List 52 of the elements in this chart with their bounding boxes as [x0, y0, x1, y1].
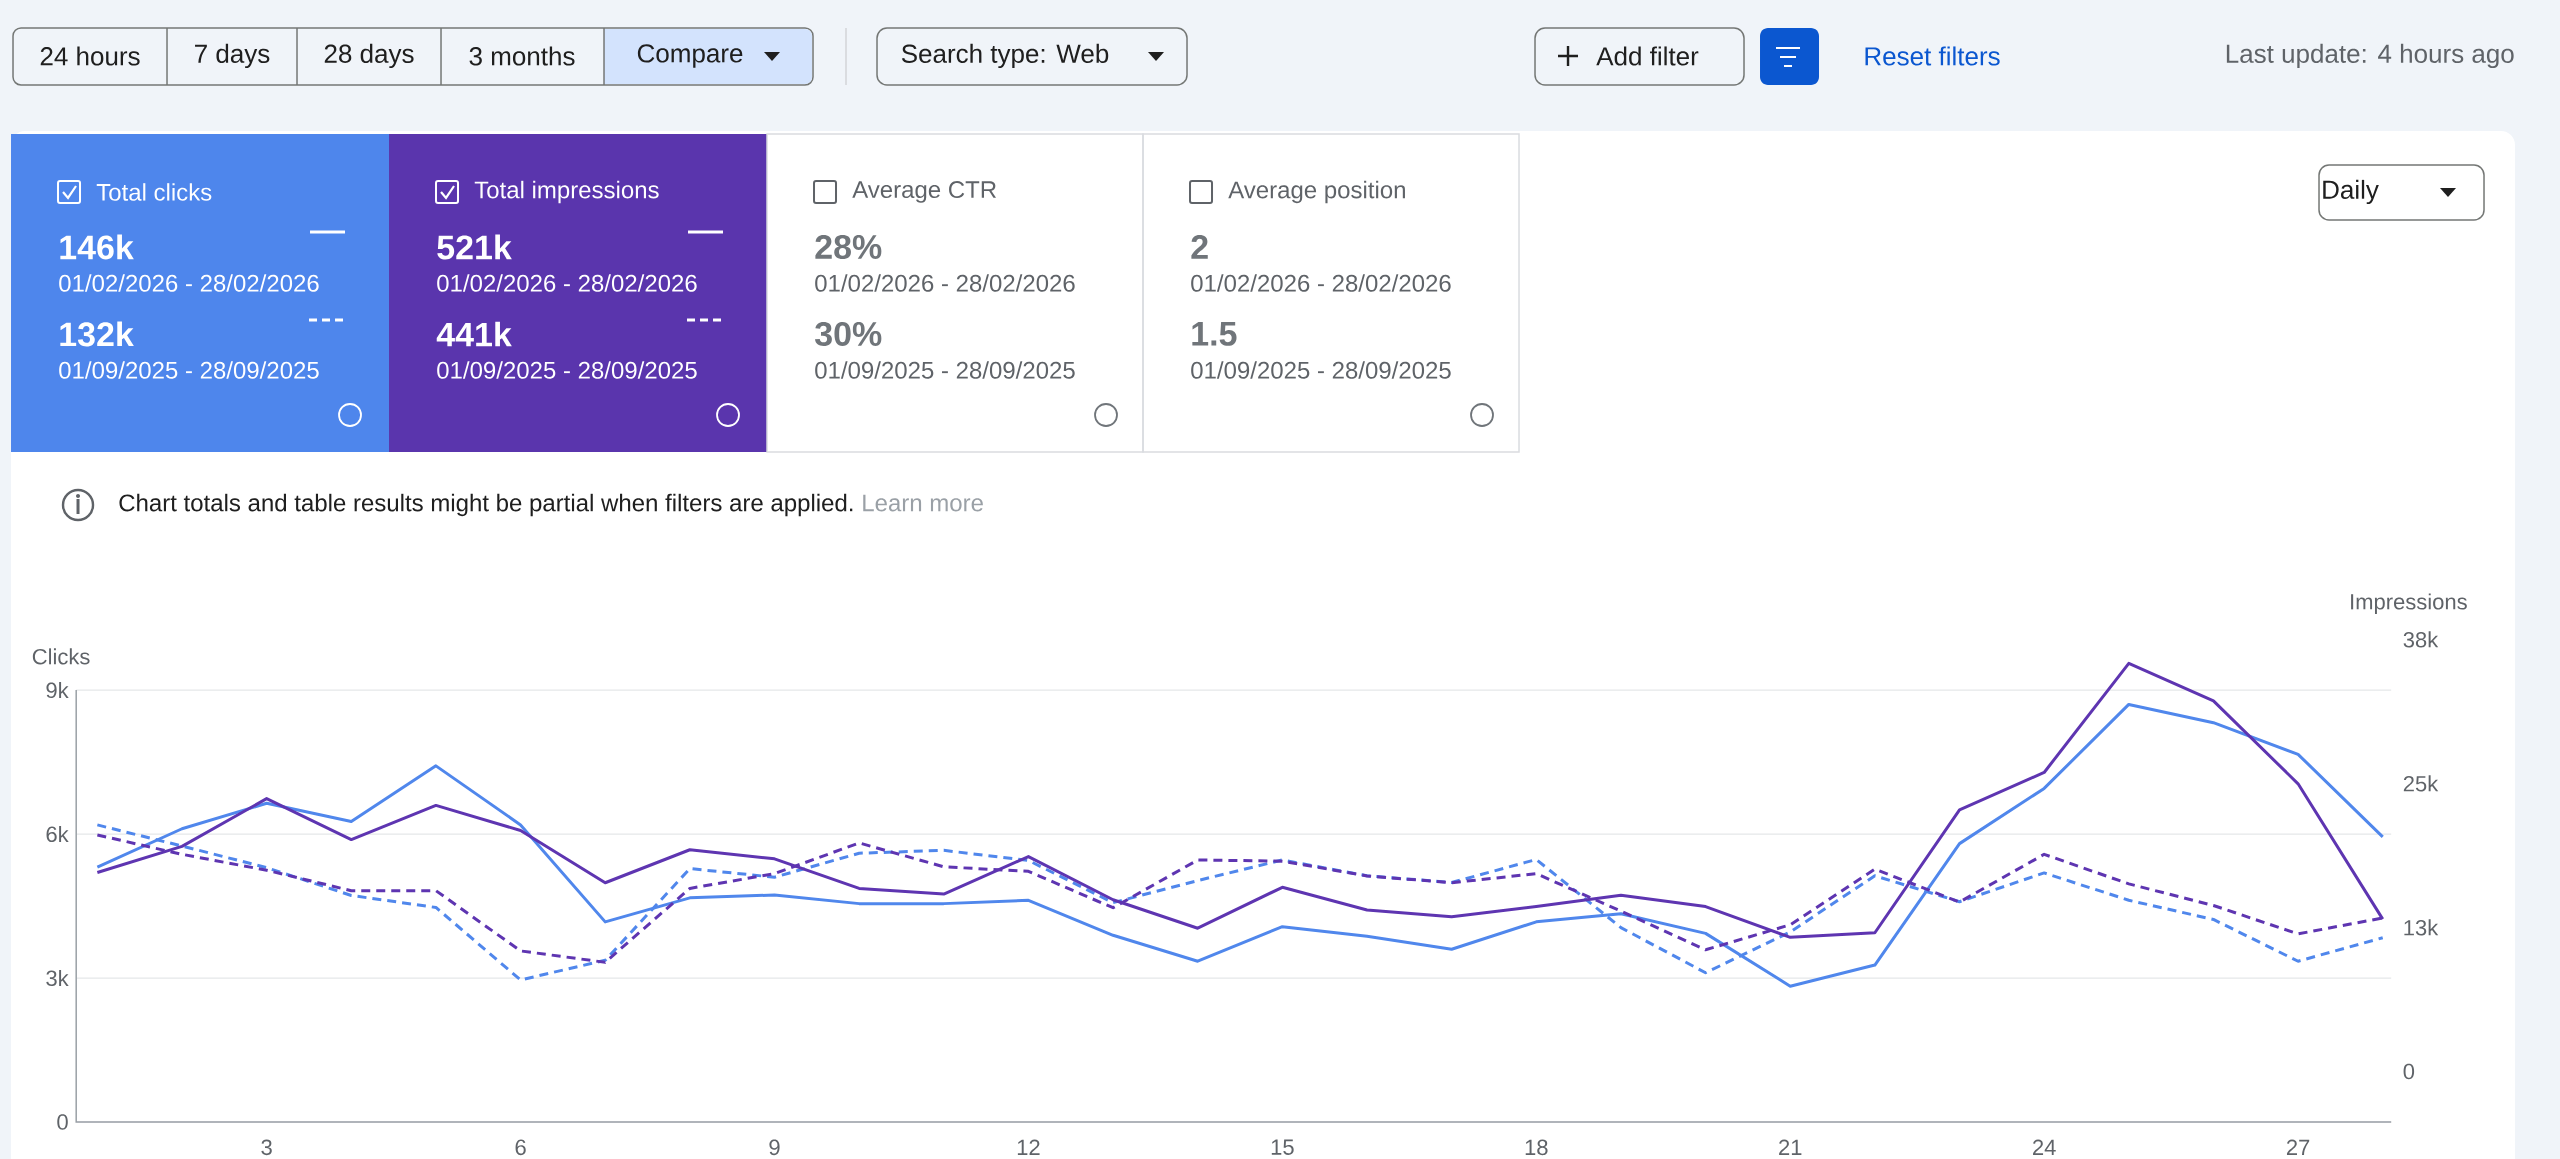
text: 521k	[437, 234, 512, 260]
text: Total clicks	[96, 183, 212, 201]
x-tick-label: 12	[1017, 1139, 1040, 1155]
text: 3 months	[469, 46, 575, 66]
text: Average CTR	[852, 181, 997, 203]
x-tick-label: 18	[1525, 1139, 1548, 1156]
text: Total impressions	[474, 180, 659, 204]
text: 01/09/2025 - 28/09/2025	[815, 361, 1075, 379]
y2-axis-title: Impressions	[2351, 593, 2467, 614]
y-tick-label: 3k	[46, 969, 69, 987]
text: 01/02/2026 - 28/02/2026	[1191, 274, 1451, 292]
text: Reset filters	[1865, 46, 2000, 66]
text: 01/09/2025 - 28/09/2025	[437, 361, 697, 379]
text: Average position	[1228, 180, 1405, 204]
text: 01/09/2025 - 28/09/2025	[59, 361, 319, 379]
x-tick-label: 15	[1271, 1139, 1294, 1155]
text: 132k	[60, 321, 134, 347]
text: Daily	[2323, 179, 2379, 205]
text: 01/02/2026 - 28/02/2026	[59, 274, 319, 292]
y-axis-title: Clicks	[32, 648, 90, 665]
text: 28%	[815, 234, 882, 260]
y-tick-label: 6k	[46, 825, 69, 843]
x-tick-label: 27	[2286, 1139, 2310, 1155]
y2-tick-label: 25k	[2403, 775, 2439, 792]
text: 24 hours	[40, 46, 140, 66]
text: 01/02/2026 - 28/02/2026	[815, 274, 1075, 292]
text: 146k	[60, 234, 134, 260]
y-tick-label: 9k	[46, 681, 69, 699]
text: 2	[1191, 235, 1208, 259]
x-tick-label: 9	[769, 1139, 780, 1156]
x-tick-label: 24	[2033, 1139, 2056, 1155]
text: Add filter	[1596, 46, 1699, 66]
text: 01/02/2026 - 28/02/2026	[437, 274, 697, 292]
text: 7 days	[195, 43, 270, 69]
text: Learn more	[863, 494, 983, 512]
x-tick-label: 6	[515, 1139, 526, 1156]
text: Chart totals and table results might be partial when filters are applied.	[119, 493, 853, 517]
text: 01/09/2025 - 28/09/2025	[1191, 361, 1451, 379]
text: Last update: 4 hours ago	[2226, 43, 2514, 69]
text: 30%	[815, 321, 882, 347]
y2-tick-label: 13k	[2404, 919, 2439, 936]
x-tick-label: 3	[261, 1139, 272, 1156]
y2-tick-label: 38k	[2403, 631, 2439, 648]
text: Search type: Web	[901, 43, 1109, 69]
text: 441k	[436, 321, 512, 347]
y2-tick-label: 0	[2403, 1063, 2415, 1080]
line-series	[95, 702, 2385, 988]
y-tick-label: 0	[57, 1114, 68, 1130]
text: 28 days	[324, 43, 414, 69]
text: Compare	[637, 44, 743, 68]
text: 1.5	[1192, 322, 1237, 346]
x-tick-label: 21	[1779, 1139, 1802, 1155]
